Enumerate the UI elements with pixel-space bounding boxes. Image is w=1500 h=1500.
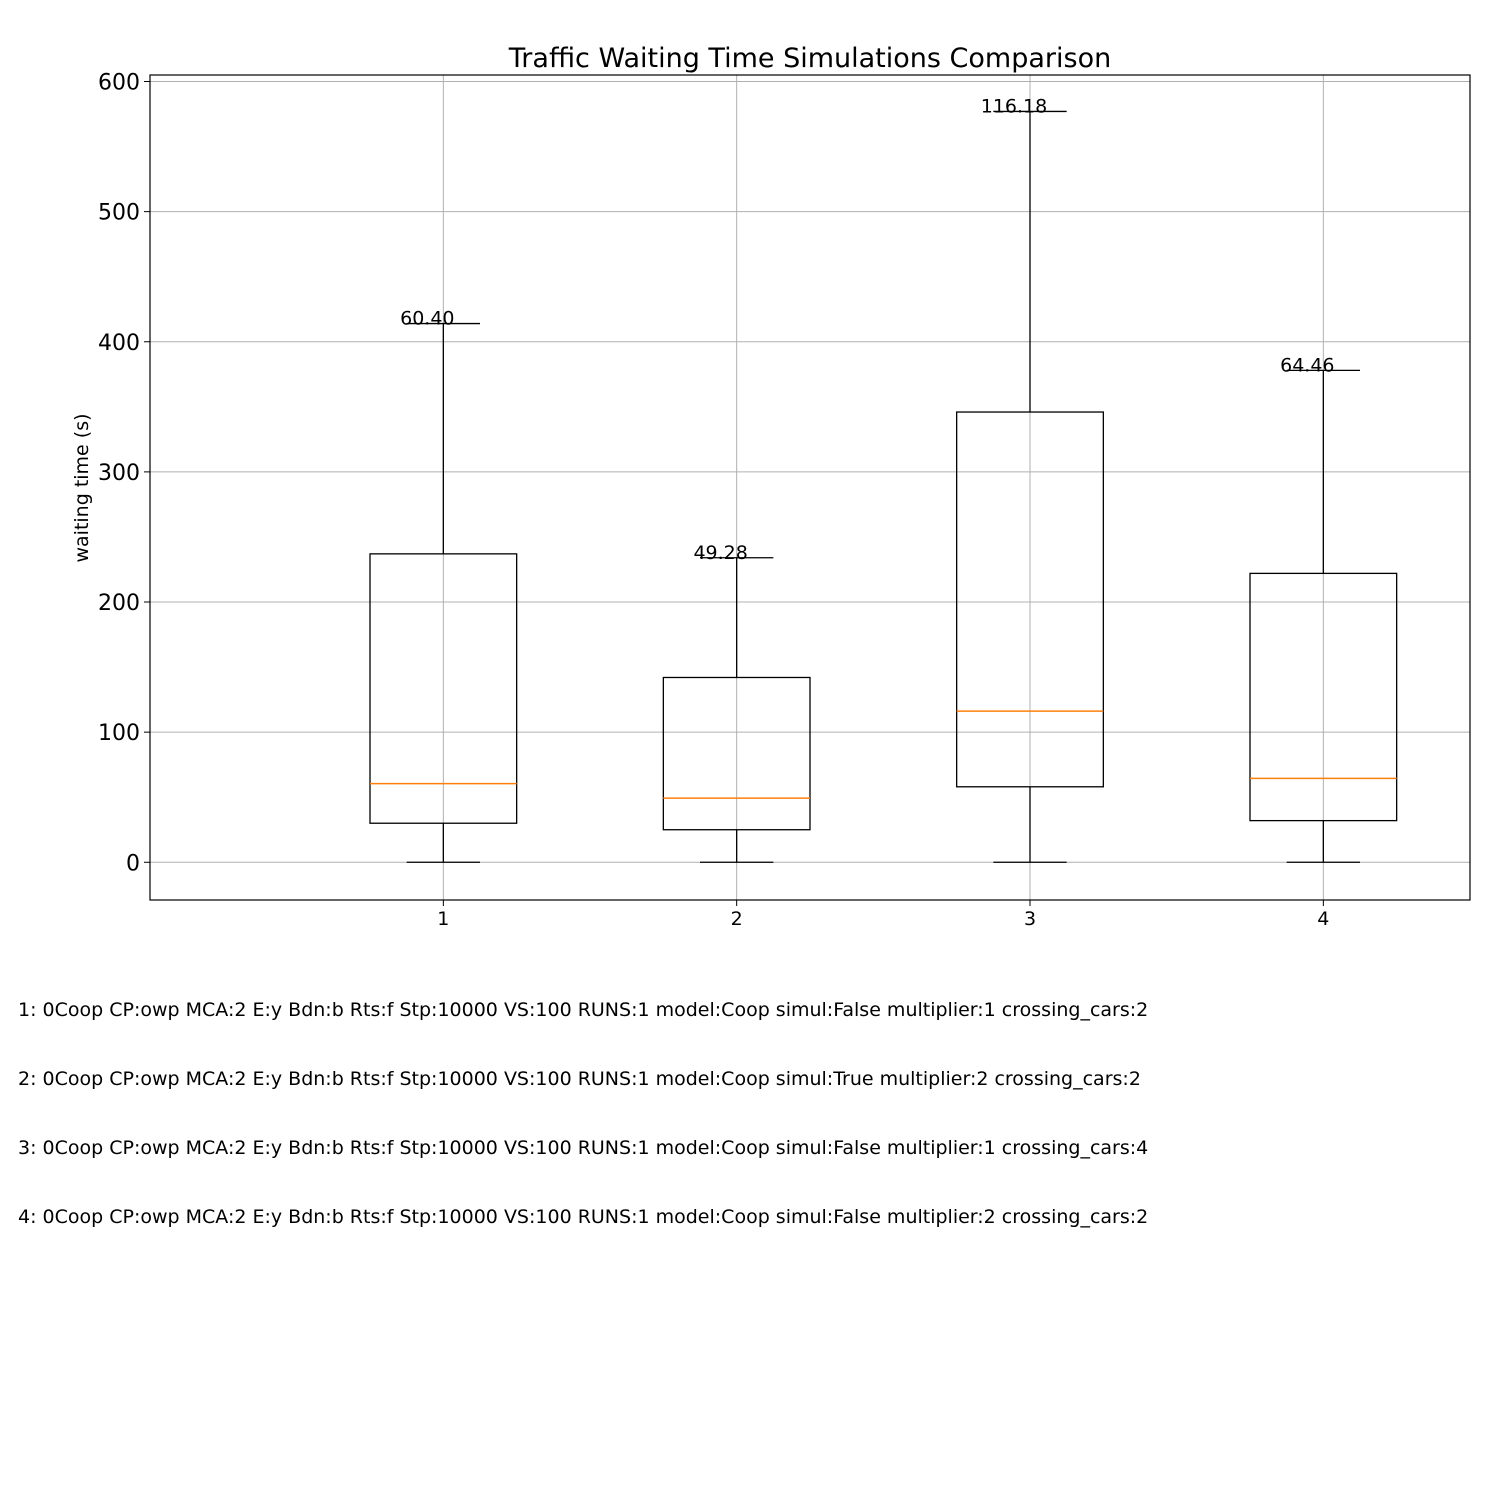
plot-frame [149, 74, 1471, 901]
note-line-2: 2: 0Coop CP:owp MCA:2 E:y Bdn:b Rts:f St… [18, 1068, 1141, 1090]
chart-title: Traffic Waiting Time Simulations Compari… [508, 43, 1111, 74]
note-line-3: 3: 0Coop CP:owp MCA:2 E:y Bdn:b Rts:f St… [18, 1137, 1149, 1159]
y-tick-label-300: 300 [98, 461, 140, 486]
legend-notes: 1: 0Coop CP:owp MCA:2 E:y Bdn:b Rts:f St… [18, 953, 1148, 1252]
y-axis-label: waiting time (s) [71, 413, 93, 562]
note-line-4: 4: 0Coop CP:owp MCA:2 E:y Bdn:b Rts:f St… [18, 1206, 1149, 1228]
boxes: 60.40 49.28 116.18 64.46 [369, 95, 1398, 863]
y-tick-label-500: 500 [98, 201, 140, 226]
y-tick-label-400: 400 [98, 331, 140, 356]
median-annotation-4: 64.46 [1280, 354, 1334, 376]
y-tick-label-600: 600 [98, 71, 140, 96]
x-tick-label-3: 3 [1024, 908, 1036, 930]
y-tick-label-100: 100 [98, 721, 140, 746]
x-tick-label-1: 1 [437, 908, 449, 930]
median-annotation-3: 116.18 [981, 95, 1047, 117]
x-tick-label-2: 2 [731, 908, 743, 930]
axis-ticks: 0 100 200 300 400 500 600 1 2 3 4 [98, 71, 1329, 930]
median-annotation-2: 49.28 [693, 542, 747, 564]
y-tick-label-200: 200 [98, 591, 140, 616]
median-annotation-1: 60.40 [400, 308, 454, 330]
x-tick-label-4: 4 [1317, 908, 1329, 930]
y-tick-label-0: 0 [126, 851, 140, 876]
box-plot-chart: Traffic Waiting Time Simulations Compari… [71, 43, 1471, 930]
note-line-1: 1: 0Coop CP:owp MCA:2 E:y Bdn:b Rts:f St… [18, 999, 1149, 1021]
